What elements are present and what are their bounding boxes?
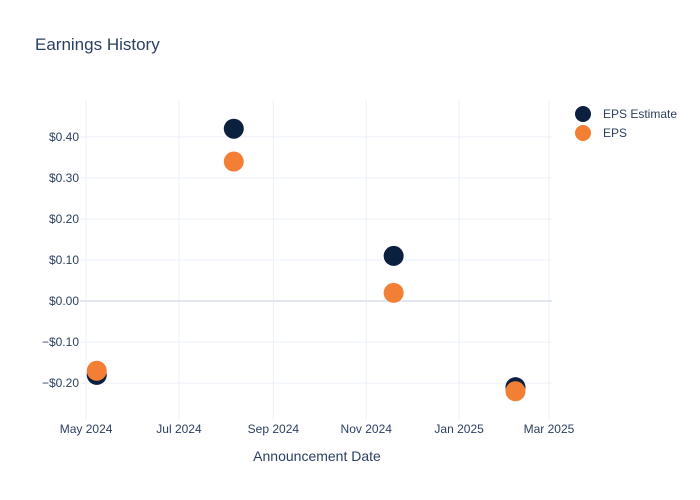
data-point <box>383 282 404 303</box>
x-tick-label: Jul 2024 <box>156 422 202 436</box>
data-points <box>86 118 526 402</box>
x-axis-label: Announcement Date <box>253 448 381 464</box>
y-tick-label: $0.30 <box>49 171 79 185</box>
x-tick-label: Mar 2025 <box>524 422 575 436</box>
y-tick-label: −$0.20 <box>42 376 79 390</box>
data-point <box>86 360 107 381</box>
legend-marker <box>575 106 591 122</box>
y-tick-label: $0.40 <box>49 130 79 144</box>
grid-lines <box>80 100 552 420</box>
legend-label: EPS Estimate <box>603 107 677 121</box>
y-tick-label: $0.00 <box>49 294 79 308</box>
data-point <box>383 245 404 266</box>
x-tick-label: Jan 2025 <box>434 422 484 436</box>
legend-label: EPS <box>603 126 627 140</box>
legend-marker <box>575 125 591 141</box>
y-tick-label: $0.20 <box>49 212 79 226</box>
data-point <box>223 118 244 139</box>
x-tick-label: Sep 2024 <box>248 422 300 436</box>
x-tick-label: Nov 2024 <box>341 422 393 436</box>
x-tick-label: May 2024 <box>60 422 113 436</box>
y-tick-label: −$0.10 <box>42 335 79 349</box>
legend: EPS Estimate EPS <box>575 106 677 141</box>
data-point <box>223 151 244 172</box>
chart-title: Earnings History <box>35 35 160 54</box>
data-point <box>505 381 526 402</box>
axis-ticks: May 2024 Jul 2024 Sep 2024 Nov 2024 Jan 2025… <box>42 130 575 436</box>
y-tick-label: $0.10 <box>49 253 79 267</box>
